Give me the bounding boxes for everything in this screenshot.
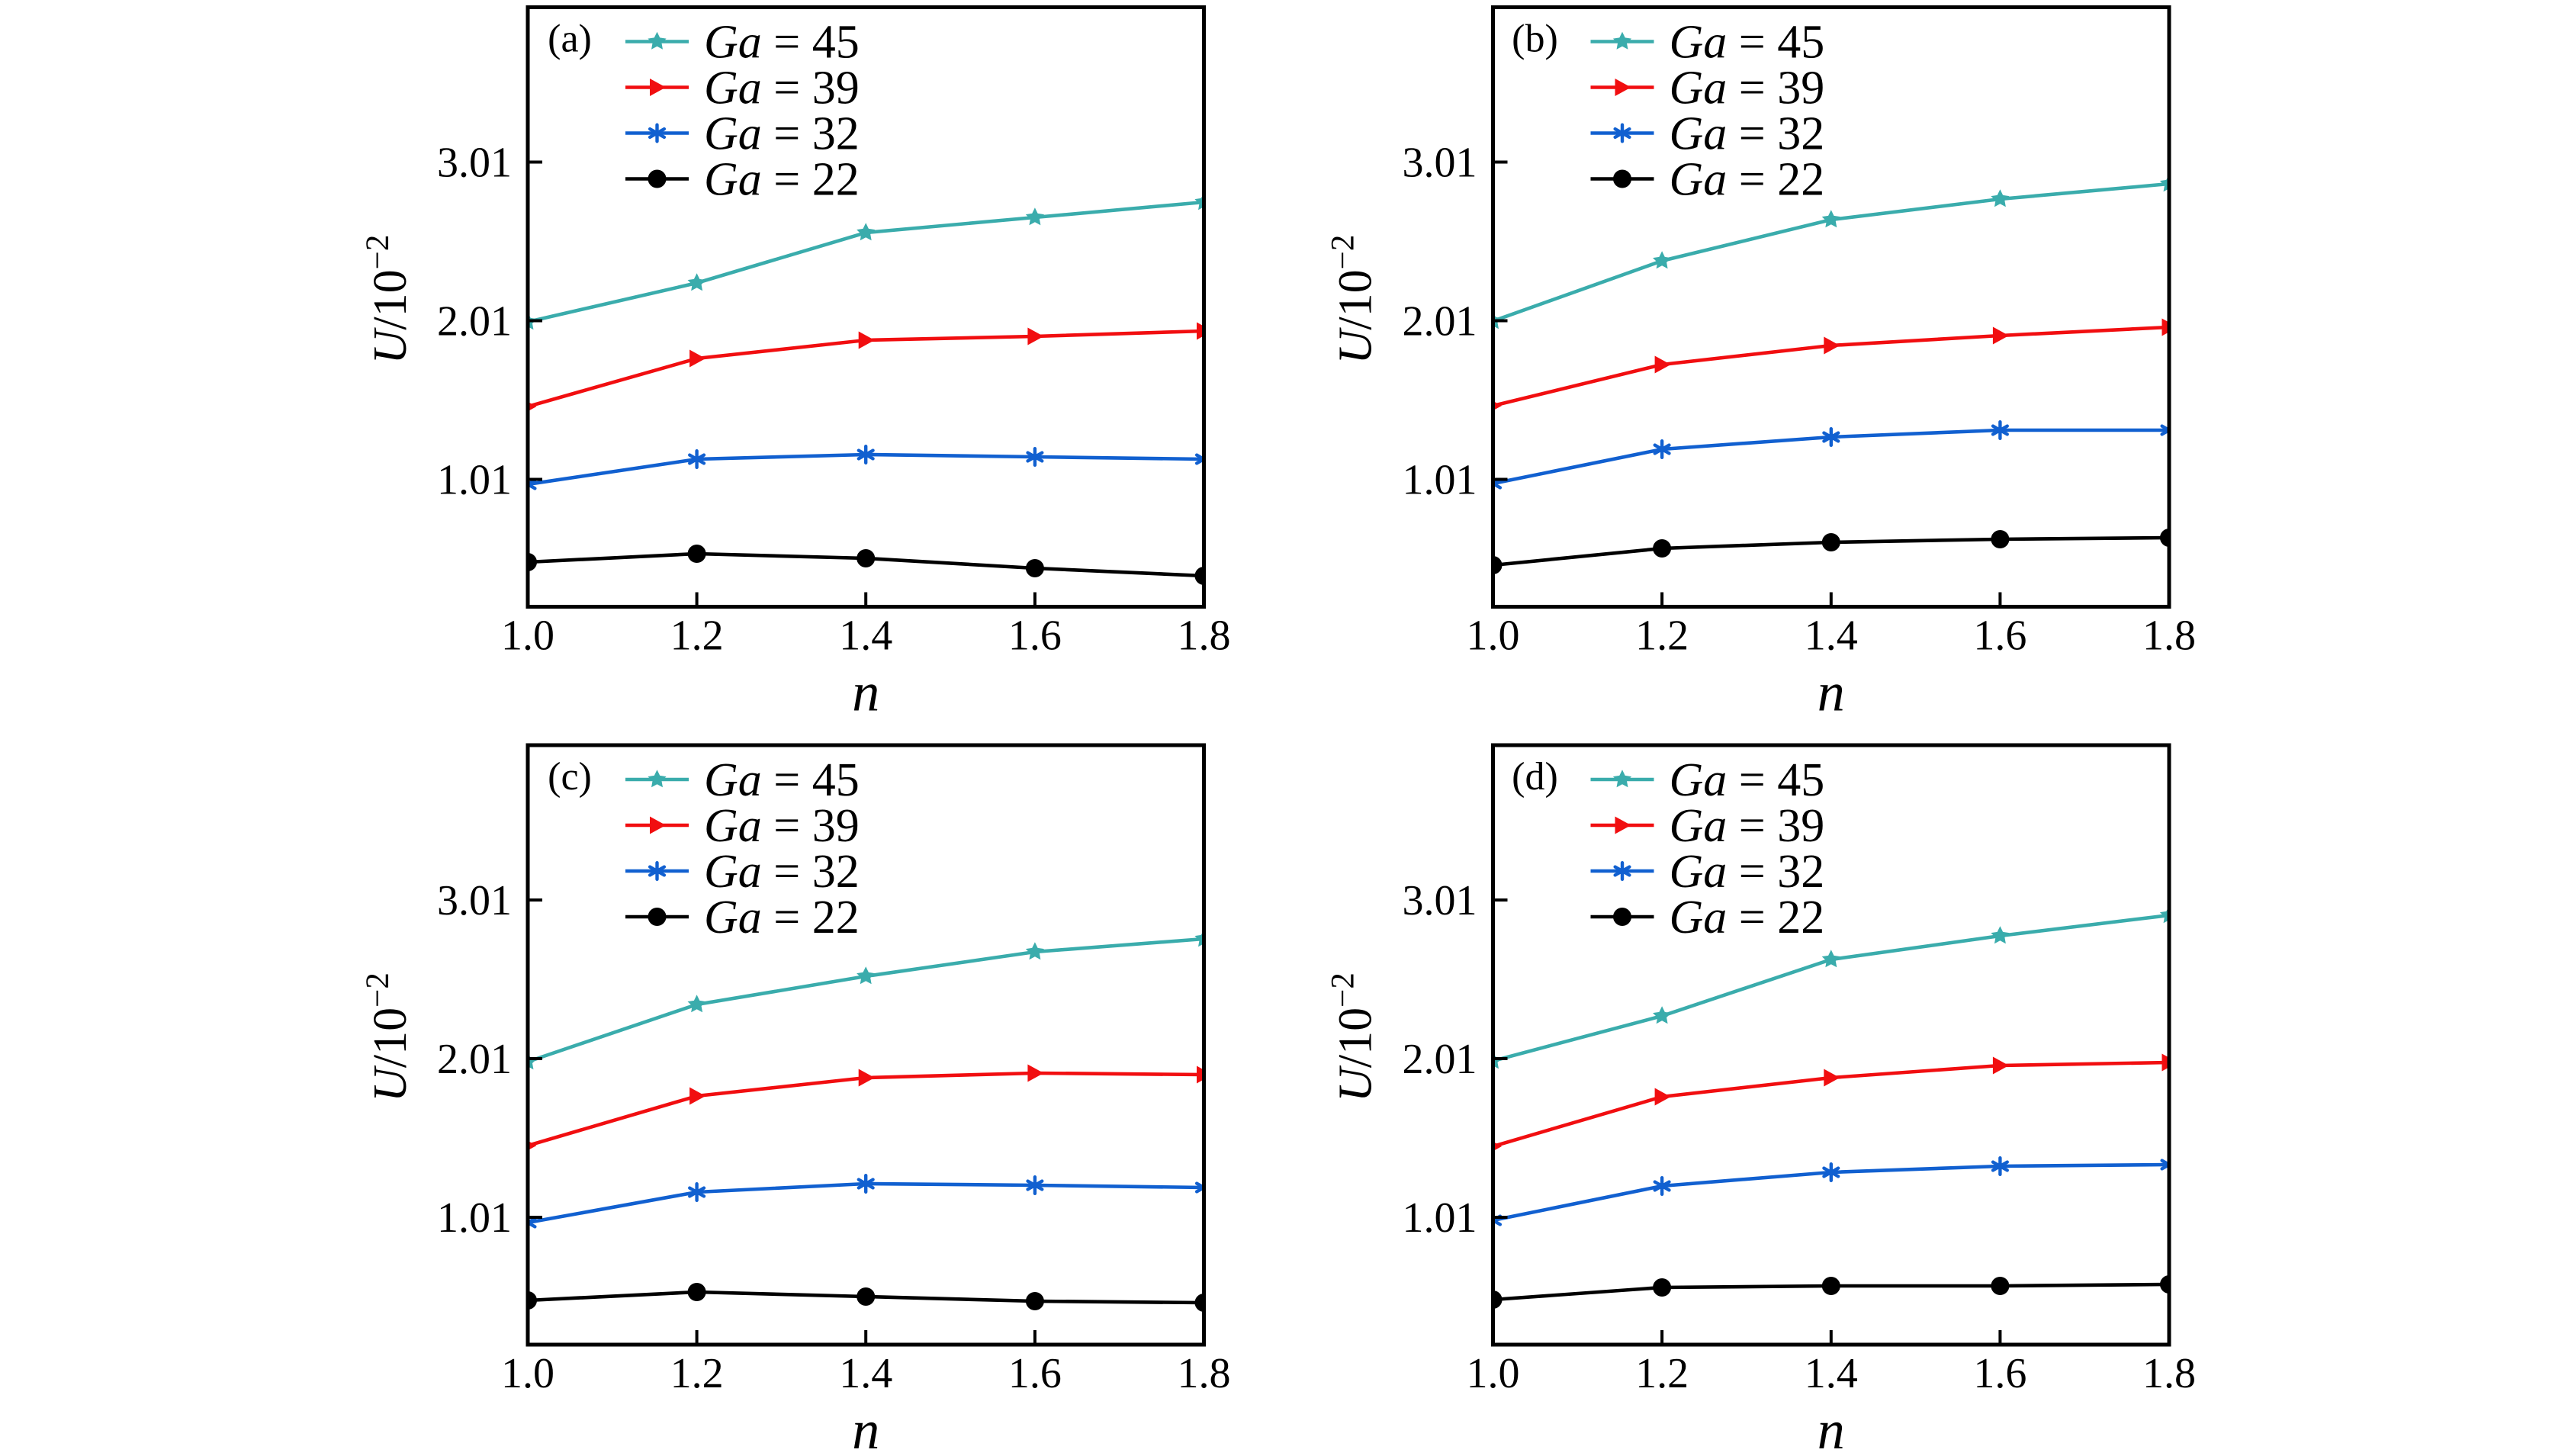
svg-text:2.01: 2.01 — [1403, 298, 1477, 346]
svg-text:1.4: 1.4 — [839, 612, 892, 660]
svg-text:1.2: 1.2 — [670, 1350, 724, 1397]
svg-text:1.4: 1.4 — [1805, 612, 1858, 660]
svg-text:1.6: 1.6 — [1973, 1350, 2026, 1397]
svg-text:1.01: 1.01 — [437, 1194, 512, 1242]
svg-text:2.01: 2.01 — [1403, 1036, 1477, 1083]
svg-text:1.01: 1.01 — [1403, 457, 1477, 504]
svg-text:Ga = 45: Ga = 45 — [704, 17, 860, 69]
svg-text:2.01: 2.01 — [437, 298, 512, 346]
svg-text:Ga = 22: Ga = 22 — [704, 892, 860, 943]
svg-text:1.6: 1.6 — [1008, 1350, 1062, 1397]
svg-text:1.6: 1.6 — [1008, 612, 1062, 660]
svg-text:1.01: 1.01 — [1403, 1194, 1477, 1242]
svg-text:Ga = 39: Ga = 39 — [1670, 63, 1825, 114]
svg-text:1.4: 1.4 — [1805, 1350, 1858, 1397]
svg-text:Ga = 45: Ga = 45 — [1670, 17, 1825, 69]
svg-text:n: n — [1818, 662, 1845, 723]
svg-text:1.2: 1.2 — [670, 612, 724, 660]
svg-text:Ga = 32: Ga = 32 — [704, 846, 860, 898]
svg-text:n: n — [852, 1400, 879, 1456]
svg-text:1.0: 1.0 — [501, 612, 554, 660]
svg-text:1.8: 1.8 — [2142, 1350, 2196, 1397]
svg-text:(d): (d) — [1512, 755, 1558, 799]
svg-text:(b): (b) — [1512, 18, 1558, 61]
svg-text:n: n — [1818, 1400, 1845, 1456]
svg-text:3.01: 3.01 — [437, 877, 512, 924]
svg-text:Ga = 22: Ga = 22 — [1670, 154, 1825, 206]
svg-text:(c): (c) — [548, 755, 592, 799]
svg-text:n: n — [852, 662, 879, 723]
svg-text:Ga = 22: Ga = 22 — [1670, 892, 1825, 943]
svg-text:1.0: 1.0 — [501, 1350, 554, 1397]
svg-text:1.2: 1.2 — [1635, 612, 1689, 660]
svg-text:1.6: 1.6 — [1973, 612, 2026, 660]
svg-text:Ga = 39: Ga = 39 — [704, 800, 860, 852]
svg-text:Ga = 32: Ga = 32 — [1670, 846, 1825, 898]
svg-text:1.0: 1.0 — [1467, 612, 1520, 660]
svg-text:Ga = 22: Ga = 22 — [704, 154, 860, 206]
svg-text:3.01: 3.01 — [1403, 877, 1477, 924]
svg-text:1.4: 1.4 — [839, 1350, 892, 1397]
svg-text:1.8: 1.8 — [2142, 612, 2196, 660]
svg-text:Ga = 45: Ga = 45 — [1670, 754, 1825, 806]
svg-text:Ga = 39: Ga = 39 — [704, 63, 860, 114]
svg-text:3.01: 3.01 — [437, 140, 512, 187]
svg-text:Ga = 32: Ga = 32 — [704, 108, 860, 160]
svg-text:Ga = 45: Ga = 45 — [704, 754, 860, 806]
svg-text:Ga = 32: Ga = 32 — [1670, 108, 1825, 160]
svg-text:Ga = 39: Ga = 39 — [1670, 800, 1825, 852]
svg-text:U/10−2: U/10−2 — [360, 235, 416, 365]
svg-text:(a): (a) — [548, 18, 592, 61]
svg-text:1.8: 1.8 — [1178, 1350, 1231, 1397]
svg-text:1.0: 1.0 — [1467, 1350, 1520, 1397]
svg-text:3.01: 3.01 — [1403, 140, 1477, 187]
svg-text:U/10−2: U/10−2 — [1326, 972, 1382, 1102]
svg-text:2.01: 2.01 — [437, 1036, 512, 1083]
svg-text:1.01: 1.01 — [437, 457, 512, 504]
svg-text:1.8: 1.8 — [1178, 612, 1231, 660]
svg-text:1.2: 1.2 — [1635, 1350, 1689, 1397]
